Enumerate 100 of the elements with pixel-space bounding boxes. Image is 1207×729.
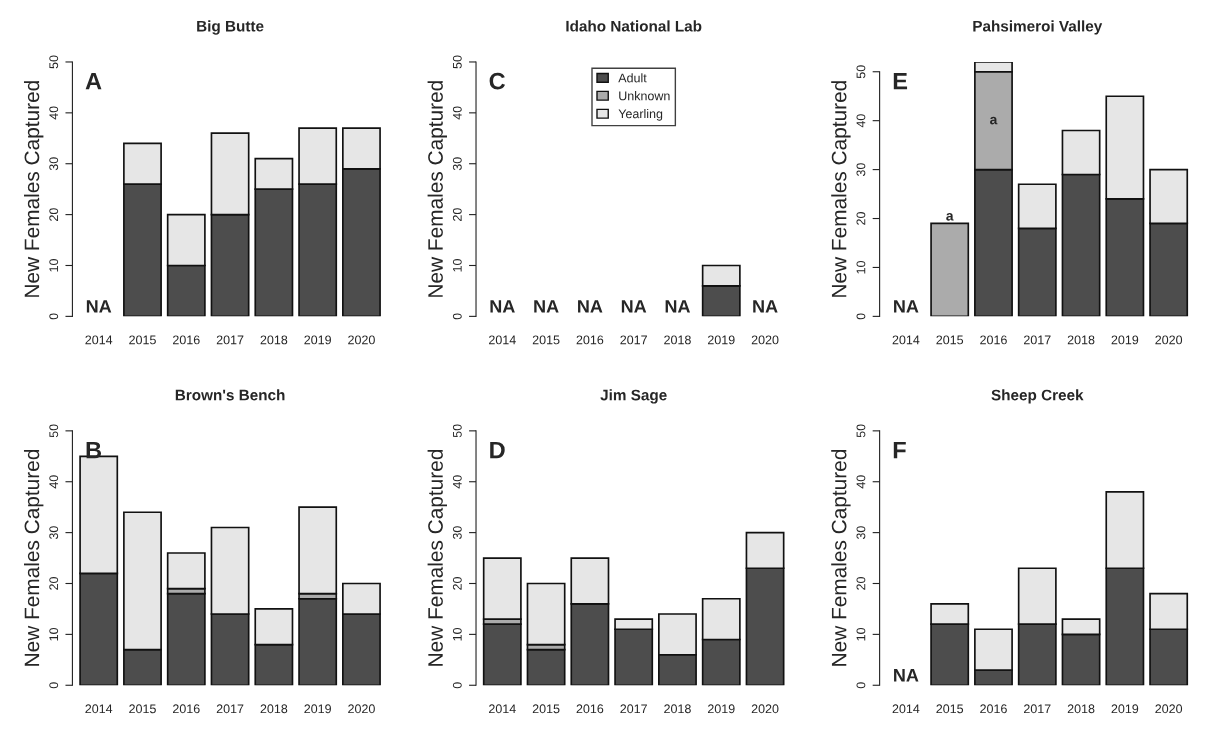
annotation: NA — [86, 300, 112, 313]
x-tick-label: 2019 — [304, 704, 331, 714]
annotation: a — [990, 116, 998, 125]
y-tick-label: 0 — [856, 313, 866, 320]
y-tick-label: 40 — [49, 475, 59, 489]
annotation: NA — [894, 669, 919, 682]
y-tick-label: 40 — [452, 106, 462, 120]
y-tick-label: 40 — [856, 475, 866, 489]
x-tick-label: 2014 — [85, 335, 113, 345]
bar — [166, 592, 206, 686]
annotation: F — [893, 441, 906, 459]
y-tick-label: 10 — [452, 259, 462, 272]
x-tick-label: 2018 — [664, 335, 691, 345]
x-tick-label: 2018 — [260, 335, 288, 345]
y-tick-label: 20 — [856, 212, 866, 225]
y-tick-label: 40 — [452, 475, 462, 489]
y-tick-label: 10 — [49, 627, 59, 641]
y-tick-label: 30 — [856, 163, 866, 177]
x-tick-label: 2015 — [936, 335, 964, 345]
x-tick-label: 2017 — [620, 704, 647, 714]
x-tick-label: 2019 — [707, 704, 735, 714]
annotation: A — [85, 73, 102, 90]
y-axis-title: New Females Captured — [23, 81, 44, 297]
y-tick-label: 20 — [856, 577, 866, 590]
y-axis-title: New Females Captured — [831, 449, 851, 666]
x-tick-label: 2016 — [173, 704, 200, 714]
x-tick-label: 2019 — [304, 335, 331, 345]
x-tick-label: 2017 — [620, 335, 647, 345]
y-tick-label: 40 — [49, 106, 59, 120]
chart-title: Jim Sage — [600, 389, 667, 404]
annotation: B — [86, 441, 102, 459]
chart-title: Brown's Bench — [175, 389, 285, 401]
annotation: NA — [621, 300, 647, 313]
x-tick-label: 2014 — [489, 335, 516, 345]
x-tick-label: 2017 — [1024, 335, 1051, 345]
bar — [526, 582, 566, 646]
x-tick-label: 2015 — [532, 704, 560, 714]
chart-title: Pahsimeroi Valley — [973, 20, 1103, 35]
x-tick-label: 2014 — [892, 704, 920, 714]
y-tick-label: 10 — [856, 627, 866, 641]
y-tick-label: 0 — [452, 682, 462, 689]
x-tick-label: 2020 — [348, 335, 375, 345]
y-tick-label: 30 — [49, 157, 59, 171]
y-tick-label: 50 — [49, 55, 59, 69]
y-tick-label: 40 — [856, 114, 866, 128]
x-tick-label: 2015 — [129, 335, 156, 345]
y-axis-title: New Females Captured — [427, 449, 448, 666]
y-tick-label: 50 — [452, 424, 462, 438]
x-tick-label: 2017 — [1024, 704, 1051, 714]
x-tick-label: 2019 — [1111, 704, 1139, 714]
x-tick-label: 2016 — [980, 335, 1007, 345]
y-tick-label: 30 — [452, 526, 462, 540]
x-tick-label: 2014 — [892, 335, 920, 345]
x-tick-label: 2016 — [980, 704, 1007, 714]
x-tick-label: 2019 — [707, 335, 735, 345]
x-tick-label: 2015 — [129, 704, 156, 714]
x-tick-label: 2018 — [1067, 335, 1095, 345]
y-tick-label: 50 — [452, 55, 462, 69]
x-tick-label: 2017 — [216, 335, 244, 345]
y-tick-label: 20 — [49, 577, 59, 590]
y-tick-label: 20 — [49, 208, 59, 221]
x-tick-label: 2019 — [1111, 335, 1139, 345]
x-tick-label: 2014 — [85, 704, 113, 714]
x-tick-label: 2020 — [751, 335, 779, 345]
bar — [298, 597, 338, 686]
x-tick-label: 2020 — [751, 704, 779, 714]
bar — [526, 648, 566, 686]
y-tick-label: 30 — [49, 526, 59, 540]
x-tick-label: 2015 — [936, 704, 964, 714]
x-tick-label: 2018 — [1067, 704, 1095, 714]
annotation: NA — [753, 300, 778, 313]
x-tick-label: 2016 — [173, 335, 200, 345]
x-tick-label: 2016 — [576, 704, 604, 714]
y-tick-label: 0 — [49, 313, 59, 320]
y-axis-title: New Females Captured — [23, 449, 44, 666]
y-tick-label: 0 — [49, 682, 59, 689]
annotation: NA — [578, 300, 603, 313]
y-axis-title: New Females Captured — [427, 81, 448, 297]
x-tick-label: 2014 — [489, 704, 516, 714]
y-axis-title: New Females Captured — [831, 81, 851, 297]
y-tick-label: 0 — [452, 313, 462, 320]
annotation: NA — [894, 300, 919, 313]
y-tick-label: 50 — [49, 424, 59, 438]
x-tick-label: 2020 — [348, 704, 375, 714]
y-tick-label: 10 — [856, 260, 866, 274]
legend-label: Unknown — [619, 91, 670, 101]
y-tick-label: 20 — [452, 208, 462, 221]
x-tick-label: 2016 — [576, 335, 604, 345]
chart-title: Big Butte — [197, 20, 264, 35]
y-tick-label: 50 — [856, 65, 866, 79]
y-tick-label: 10 — [452, 627, 462, 641]
legend-label: Adult — [618, 73, 647, 83]
y-tick-label: 10 — [49, 259, 59, 272]
y-tick-label: 0 — [856, 682, 866, 689]
annotation: E — [893, 73, 908, 90]
chart-title: Sheep Creek — [991, 389, 1084, 404]
x-tick-label: 2018 — [664, 704, 691, 714]
x-tick-label: 2018 — [260, 704, 288, 714]
y-tick-label: 30 — [452, 157, 462, 171]
annotation: NA — [665, 300, 691, 313]
